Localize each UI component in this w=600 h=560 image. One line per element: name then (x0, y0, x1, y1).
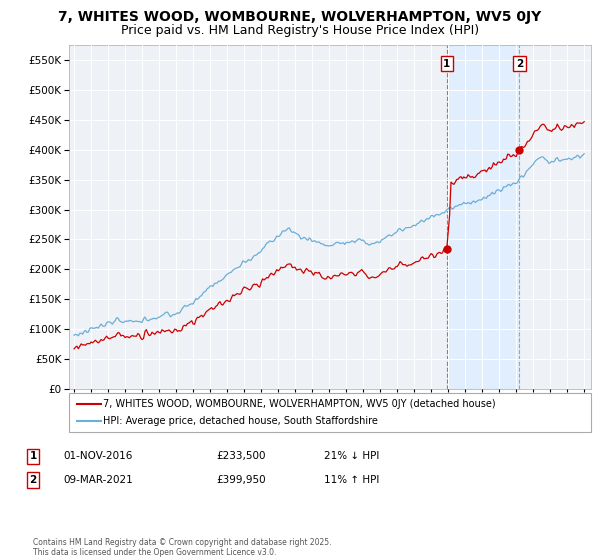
Text: 01-NOV-2016: 01-NOV-2016 (63, 451, 133, 461)
Text: Price paid vs. HM Land Registry's House Price Index (HPI): Price paid vs. HM Land Registry's House … (121, 24, 479, 37)
Text: 1: 1 (443, 59, 451, 68)
Text: 09-MAR-2021: 09-MAR-2021 (63, 475, 133, 485)
Text: HPI: Average price, detached house, South Staffordshire: HPI: Average price, detached house, Sout… (103, 416, 378, 426)
Text: 7, WHITES WOOD, WOMBOURNE, WOLVERHAMPTON, WV5 0JY: 7, WHITES WOOD, WOMBOURNE, WOLVERHAMPTON… (58, 10, 542, 24)
Bar (447, 45, 520, 389)
Text: 1: 1 (29, 451, 37, 461)
Text: £399,950: £399,950 (216, 475, 266, 485)
Text: Contains HM Land Registry data © Crown copyright and database right 2025.
This d: Contains HM Land Registry data © Crown c… (33, 538, 331, 557)
Text: 2: 2 (516, 59, 523, 68)
Text: 11% ↑ HPI: 11% ↑ HPI (324, 475, 379, 485)
Text: £233,500: £233,500 (216, 451, 265, 461)
Text: 21% ↓ HPI: 21% ↓ HPI (324, 451, 379, 461)
Text: 2: 2 (29, 475, 37, 485)
Text: 7, WHITES WOOD, WOMBOURNE, WOLVERHAMPTON, WV5 0JY (detached house): 7, WHITES WOOD, WOMBOURNE, WOLVERHAMPTON… (103, 399, 496, 409)
